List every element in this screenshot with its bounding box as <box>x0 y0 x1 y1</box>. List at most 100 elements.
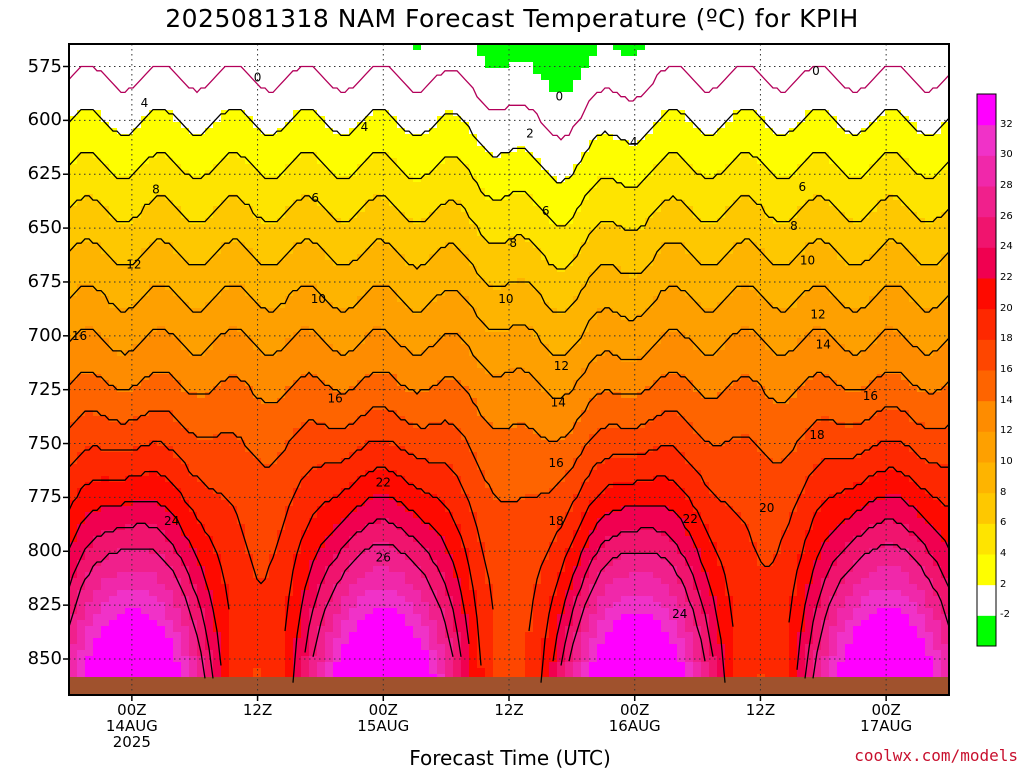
field-cell <box>405 482 414 489</box>
field-cell <box>333 284 342 291</box>
field-cell <box>101 500 110 507</box>
field-cell <box>149 134 158 141</box>
field-cell <box>317 554 326 561</box>
field-cell <box>117 320 126 327</box>
field-cell <box>317 86 326 93</box>
field-cell <box>181 380 190 387</box>
field-cell <box>181 182 190 189</box>
field-cell <box>253 584 262 591</box>
field-cell <box>413 452 422 459</box>
field-cell <box>365 218 374 225</box>
field-cell <box>165 620 174 627</box>
field-cell <box>397 464 406 471</box>
field-cell <box>309 194 318 201</box>
field-cell <box>109 74 118 81</box>
field-cell <box>301 572 310 579</box>
field-cell <box>349 164 358 171</box>
field-cell <box>165 164 174 171</box>
field-cell <box>213 476 222 483</box>
field-cell <box>245 488 254 495</box>
field-cell <box>261 572 270 579</box>
field-cell <box>157 392 166 399</box>
field-cell <box>373 452 382 459</box>
field-cell <box>317 134 326 141</box>
field-cell <box>269 110 278 117</box>
field-cell <box>293 338 302 345</box>
field-cell <box>333 170 342 177</box>
field-cell <box>101 668 110 675</box>
field-cell <box>309 86 318 93</box>
field-cell <box>405 104 414 111</box>
field-cell <box>421 524 430 531</box>
field-cell <box>333 356 342 363</box>
field-cell <box>341 134 350 141</box>
field-cell <box>85 536 94 543</box>
field-cell <box>77 86 86 93</box>
field-cell <box>317 530 326 537</box>
field-cell <box>357 86 366 93</box>
field-cell <box>85 344 94 351</box>
field-cell <box>333 584 342 591</box>
field-cell <box>69 290 78 297</box>
field-cell <box>293 326 302 333</box>
field-cell <box>189 362 198 369</box>
field-cell <box>109 110 118 117</box>
field-cell <box>141 668 150 675</box>
field-cell <box>77 146 86 153</box>
field-cell <box>429 242 438 249</box>
field-cell <box>109 512 118 519</box>
field-cell <box>149 200 158 207</box>
field-cell <box>141 98 150 105</box>
field-cell <box>373 350 382 357</box>
field-cell <box>245 62 254 69</box>
field-cell <box>173 158 182 165</box>
field-cell <box>341 242 350 249</box>
field-cell <box>317 656 326 663</box>
field-cell <box>277 566 286 573</box>
field-cell <box>189 536 198 543</box>
field-cell <box>237 596 246 603</box>
field-cell <box>413 80 422 87</box>
field-cell <box>301 398 310 405</box>
field-cell <box>181 308 190 315</box>
field-cell <box>269 314 278 321</box>
field-cell <box>405 434 414 441</box>
field-cell <box>285 428 294 435</box>
field-cell <box>261 230 270 237</box>
field-cell <box>221 488 230 495</box>
field-cell <box>245 170 254 177</box>
field-cell <box>237 374 246 381</box>
field-cell <box>421 260 430 267</box>
field-cell <box>213 296 222 303</box>
field-cell <box>157 380 166 387</box>
field-cell <box>77 440 86 447</box>
field-cell <box>197 230 206 237</box>
field-cell <box>93 494 102 501</box>
field-cell <box>277 242 286 249</box>
field-cell <box>341 236 350 243</box>
field-cell <box>293 488 302 495</box>
field-cell <box>205 398 214 405</box>
field-cell <box>197 494 206 501</box>
field-cell <box>197 344 206 351</box>
field-cell <box>101 308 110 315</box>
field-cell <box>429 584 438 591</box>
field-cell <box>205 452 214 459</box>
field-cell <box>141 68 150 75</box>
field-cell <box>77 350 86 357</box>
field-cell <box>213 602 222 609</box>
field-cell <box>245 644 254 651</box>
field-cell <box>301 512 310 519</box>
field-cell <box>349 404 358 411</box>
field-cell <box>373 272 382 279</box>
field-cell <box>141 86 150 93</box>
field-cell <box>285 458 294 465</box>
field-cell <box>69 152 78 159</box>
field-cell <box>197 464 206 471</box>
field-cell <box>213 416 222 423</box>
field-cell <box>149 128 158 135</box>
field-cell <box>309 392 318 399</box>
field-cell <box>365 596 374 603</box>
field-cell <box>333 452 342 459</box>
field-cell <box>85 302 94 309</box>
